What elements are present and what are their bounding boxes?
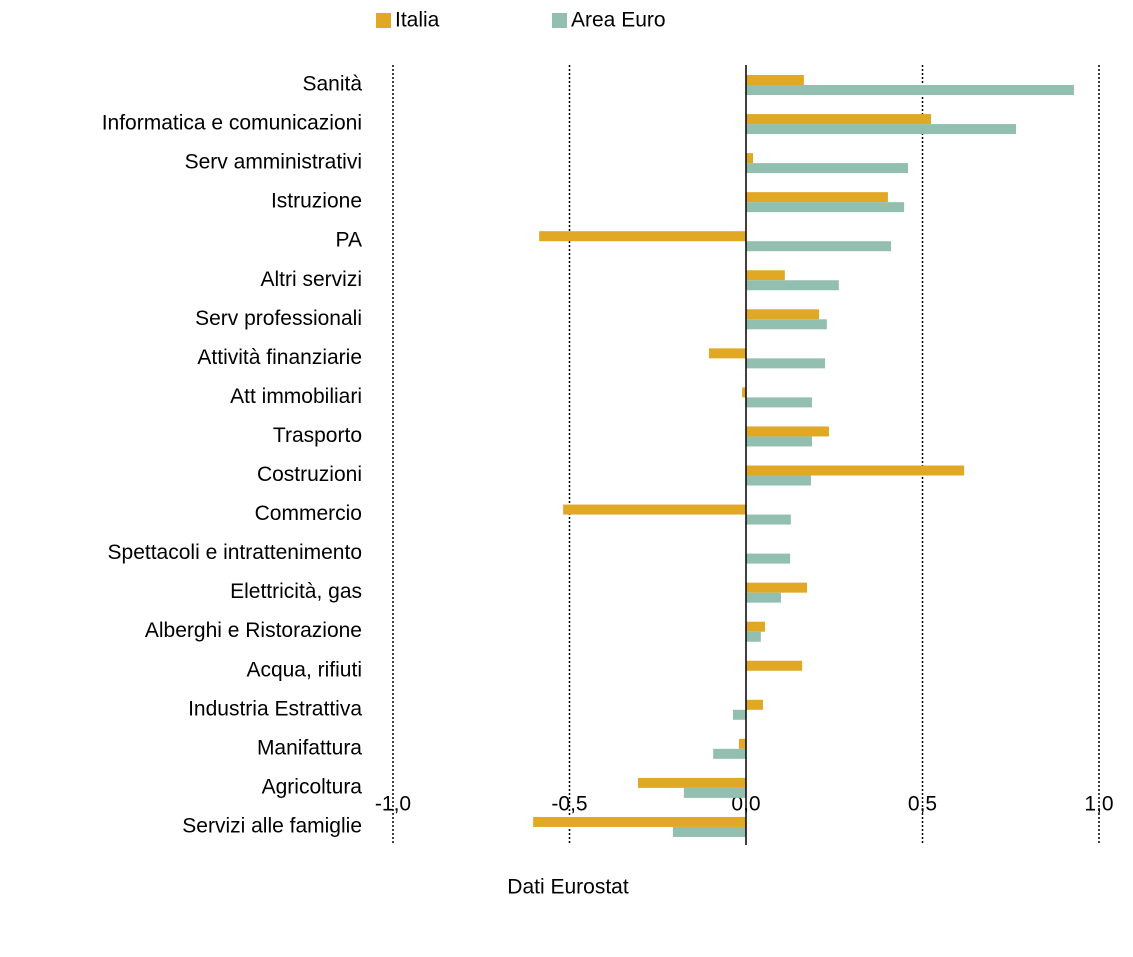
y-tick-label: Serv amministrativi	[185, 151, 362, 174]
y-tick-label: Acqua, rifiuti	[246, 658, 362, 681]
y-tick-label: Istruzione	[271, 190, 362, 213]
bar	[732, 709, 746, 720]
bar	[746, 592, 781, 603]
bar	[746, 436, 813, 447]
y-tick-label: Altri servizi	[260, 268, 362, 291]
bar	[746, 202, 905, 213]
bar	[563, 504, 746, 515]
legend-label: Italia	[395, 9, 440, 32]
bar	[746, 514, 791, 525]
bar	[533, 816, 746, 827]
bar	[746, 85, 1074, 95]
bar	[746, 358, 826, 369]
bar	[539, 231, 746, 242]
bar	[746, 75, 804, 85]
bar	[746, 699, 763, 710]
bar	[746, 309, 820, 320]
bar	[738, 738, 746, 749]
bar	[713, 748, 746, 759]
x-tick-label: -1,0	[375, 793, 411, 816]
bar	[746, 631, 761, 642]
bar	[683, 787, 746, 798]
y-tick-label: Manifattura	[257, 736, 362, 759]
y-tick-label: Att immobiliari	[230, 385, 362, 408]
x-axis-label: Dati Eurostat	[507, 876, 629, 899]
bar	[672, 826, 746, 837]
y-tick-label: Spettacoli e intrattenimento	[108, 541, 362, 564]
bar	[746, 621, 766, 632]
y-tick-label: Agricoltura	[262, 775, 363, 798]
y-tick-label: Industria Estrattiva	[188, 697, 362, 720]
x-tick-label: 0,5	[908, 793, 937, 816]
legend-label: Area Euro	[571, 9, 666, 32]
y-tick-label: Alberghi e Ristorazione	[145, 619, 362, 642]
y-tick-label: Elettricità, gas	[230, 580, 362, 603]
bar	[746, 270, 785, 281]
bar	[746, 124, 1017, 135]
y-tick-label: PA	[336, 229, 362, 252]
bar	[746, 114, 931, 125]
bar	[746, 397, 813, 408]
y-tick-label: Costruzioni	[257, 463, 362, 486]
bar	[746, 280, 839, 291]
legend-swatch	[552, 13, 567, 28]
y-tick-label: Attività finanziarie	[197, 346, 362, 369]
bar	[746, 582, 808, 593]
bar	[746, 553, 791, 564]
bar	[742, 387, 746, 398]
bar	[746, 319, 827, 330]
bar	[746, 660, 803, 671]
y-tick-label: Commercio	[255, 502, 362, 525]
y-tick-label: Trasporto	[273, 424, 362, 447]
x-tick-label: -0,5	[551, 793, 587, 816]
x-tick-label: 1,0	[1084, 793, 1113, 816]
bar	[746, 163, 909, 174]
bar	[746, 192, 888, 203]
bar	[746, 153, 754, 164]
y-tick-label: Sanità	[302, 73, 362, 96]
bar	[746, 475, 811, 486]
bar	[637, 777, 746, 788]
y-tick-label: Serv professionali	[195, 307, 362, 330]
bar	[708, 348, 746, 359]
bar	[746, 426, 829, 437]
y-tick-label: Informatica e comunicazioni	[102, 112, 362, 135]
bar	[746, 241, 892, 252]
bar	[746, 465, 965, 476]
y-tick-label: Servizi alle famiglie	[182, 814, 362, 837]
legend-swatch	[376, 13, 391, 28]
